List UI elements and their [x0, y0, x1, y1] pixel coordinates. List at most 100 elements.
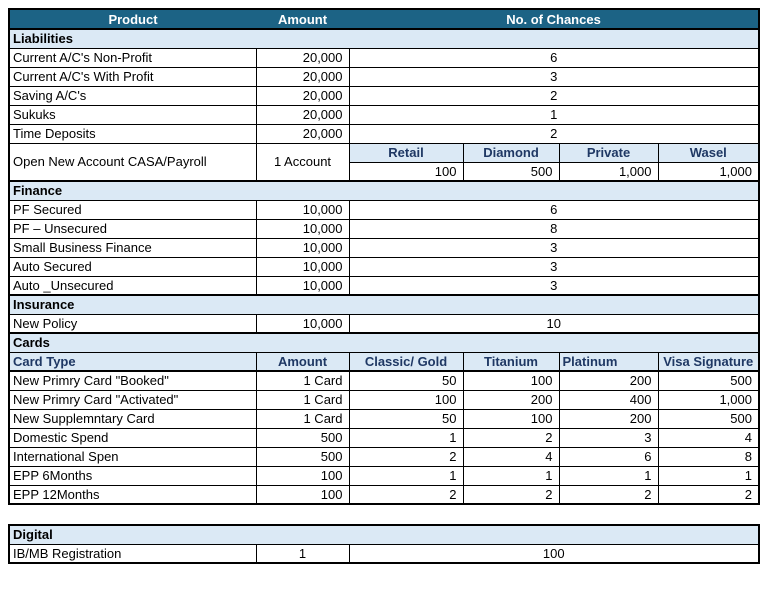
table-row: Time Deposits 20,000 2 [8, 123, 760, 144]
tier-classic-gold: Classic/ Gold [348, 351, 464, 372]
chances-cell: 6 [348, 199, 760, 220]
chances-cell: 1 [348, 104, 760, 125]
tier-value-cell: 4 [462, 446, 560, 467]
table-row: Saving A/C's 20,000 2 [8, 85, 760, 106]
chances-cell: 10 [348, 313, 760, 334]
product-cell: PF – Unsecured [8, 218, 257, 239]
amount-cell: 100 [255, 465, 350, 486]
section-title: Digital [8, 524, 760, 545]
amount-cell: 500 [255, 427, 350, 448]
amount-cell: 1 Card [255, 408, 350, 429]
table-row: PF – Unsecured 10,000 8 [8, 218, 760, 239]
tier-titanium: Titanium [462, 351, 560, 372]
product-cell: Sukuks [8, 104, 257, 125]
tier-value-cell: 50 [348, 370, 464, 391]
header-product: Product [9, 8, 256, 30]
segment-diamond: Diamond [462, 142, 560, 163]
table-row: EPP 6Months 100 1 1 1 1 [8, 465, 760, 486]
chances-cell: 3 [348, 66, 760, 87]
section-cards: Cards [8, 332, 760, 353]
tier-value-cell: 50 [348, 408, 464, 429]
product-cell: Auto _Unsecured [8, 275, 257, 296]
product-cell: Time Deposits [8, 123, 257, 144]
table-row: Auto _Unsecured 10,000 3 [8, 275, 760, 296]
chances-cell: 8 [348, 218, 760, 239]
tier-value-cell: 1 [348, 465, 464, 486]
chances-cell: 100 [348, 161, 464, 182]
cards-col-card-type: Card Type [8, 351, 257, 372]
cards-subheader-row: Card Type Amount Classic/ Gold Titanium … [8, 351, 760, 372]
amount-cell: 500 [255, 446, 350, 467]
tier-value-cell: 200 [558, 408, 659, 429]
header-amount: Amount [256, 8, 349, 30]
table-row: New Policy 10,000 10 [8, 313, 760, 334]
product-cell: EPP 12Months [8, 484, 257, 505]
tier-value-cell: 3 [558, 427, 659, 448]
tier-value-cell: 1 [462, 465, 560, 486]
product-cell: International Spen [8, 446, 257, 467]
table-row: Small Business Finance 10,000 3 [8, 237, 760, 258]
amount-cell: 1 [255, 543, 350, 564]
section-finance: Finance [8, 180, 760, 201]
table-row: Current A/C's With Profit 20,000 3 [8, 66, 760, 87]
product-cell: New Policy [8, 313, 257, 334]
amount-cell: 1 Card [255, 370, 350, 391]
tier-value-cell: 100 [462, 408, 560, 429]
product-cell: Current A/C's With Profit [8, 66, 257, 87]
amount-cell: 10,000 [255, 275, 350, 296]
tier-value-cell: 2 [558, 484, 659, 505]
section-title: Finance [8, 180, 760, 201]
section-title: Insurance [8, 294, 760, 315]
section-liabilities: Liabilities [8, 28, 760, 49]
product-cell: Open New Account CASA/Payroll [8, 142, 257, 182]
table-row: Domestic Spend 500 1 2 3 4 [8, 427, 760, 448]
table-row: Auto Secured 10,000 3 [8, 256, 760, 277]
tier-value-cell: 1,000 [657, 389, 760, 410]
product-cell: Auto Secured [8, 256, 257, 277]
table-row: New Primry Card "Booked" 1 Card 50 100 2… [8, 370, 760, 391]
tier-value-cell: 100 [462, 370, 560, 391]
tier-value-cell: 500 [657, 408, 760, 429]
chances-cell: 3 [348, 256, 760, 277]
tier-visa-signature: Visa Signature [657, 351, 760, 372]
product-cell: Domestic Spend [8, 427, 257, 448]
tier-value-cell: 2 [657, 484, 760, 505]
amount-cell: 1 Account [255, 142, 350, 182]
amount-cell: 1 Card [255, 389, 350, 410]
table-row: EPP 12Months 100 2 2 2 2 [8, 484, 760, 505]
chances-cell: 2 [348, 85, 760, 106]
tier-value-cell: 2 [348, 484, 464, 505]
cards-col-amount: Amount [255, 351, 350, 372]
segment-wasel: Wasel [657, 142, 760, 163]
amount-cell: 20,000 [255, 123, 350, 144]
header-chances: No. of Chances [349, 8, 759, 30]
tier-value-cell: 1 [558, 465, 659, 486]
segment-retail: Retail [348, 142, 464, 163]
product-cell: Saving A/C's [8, 85, 257, 106]
amount-cell: 20,000 [255, 66, 350, 87]
table-row: International Spen 500 2 4 6 8 [8, 446, 760, 467]
tier-platinum: Platinum [558, 351, 659, 372]
product-cell: New Supplemntary Card [8, 408, 257, 429]
tier-value-cell: 2 [462, 427, 560, 448]
product-cell: Current A/C's Non-Profit [8, 47, 257, 68]
amount-cell: 10,000 [255, 237, 350, 258]
tier-value-cell: 500 [657, 370, 760, 391]
product-cell: EPP 6Months [8, 465, 257, 486]
product-cell: IB/MB Registration [8, 543, 257, 564]
tier-value-cell: 2 [348, 446, 464, 467]
table-row: PF Secured 10,000 6 [8, 199, 760, 220]
amount-cell: 10,000 [255, 256, 350, 277]
promo-table-digital: Digital IB/MB Registration 1 100 [8, 524, 761, 564]
product-cell: New Primry Card "Booked" [8, 370, 257, 391]
promo-table-main: Product Amount No. of Chances Liabilitie… [8, 8, 760, 505]
table-row-casa: Open New Account CASA/Payroll 1 Account … [8, 142, 760, 182]
amount-cell: 10,000 [255, 199, 350, 220]
tier-value-cell: 200 [558, 370, 659, 391]
segment-private: Private [558, 142, 659, 163]
tier-value-cell: 4 [657, 427, 760, 448]
chances-cell: 500 [462, 161, 560, 182]
header-row: Product Amount No. of Chances [9, 8, 759, 30]
table-row: Sukuks 20,000 1 [8, 104, 760, 125]
table-row: Current A/C's Non-Profit 20,000 6 [8, 47, 760, 68]
